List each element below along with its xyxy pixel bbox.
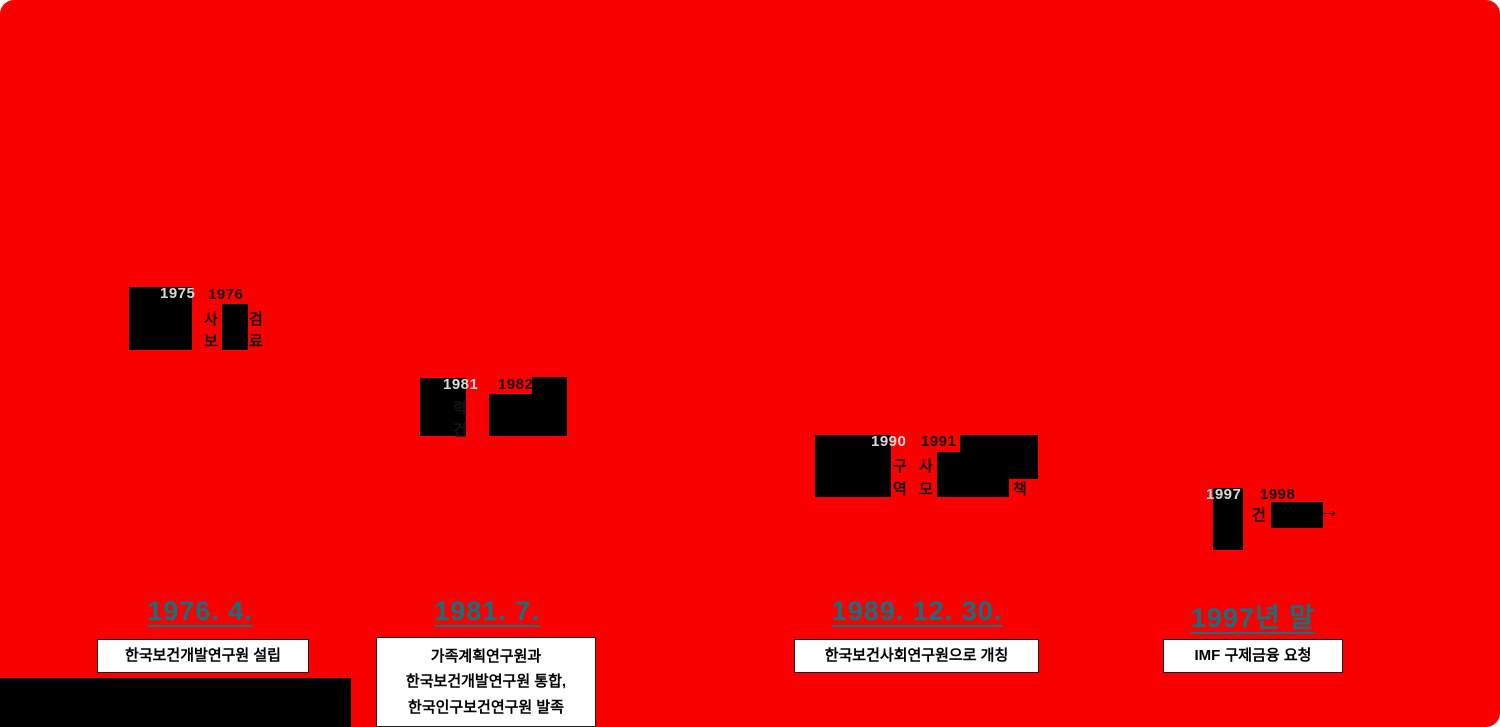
milestone-label-line: IMF 구제금융 요청 (1194, 647, 1312, 665)
right-arrow-icon: → (1318, 497, 1340, 522)
milestone-label-box: 가족계획연구원과 한국보건개발연구원 통합, 한국인구보건연구원 발족 (376, 637, 596, 727)
image-placeholder (420, 378, 466, 436)
image-placeholder (1213, 488, 1243, 550)
caption-fragment: 사 (919, 458, 933, 475)
caption-fragment: 력 (453, 400, 467, 417)
milestone-label-line: 한국보건사회연구원으로 개칭 (824, 647, 1009, 665)
image-placeholder (222, 304, 248, 350)
caption-fragment: 모 (919, 481, 933, 498)
year-label: 1991 (921, 433, 957, 450)
milestone-date: 1989. 12. 30. (831, 596, 1003, 626)
caption-fragment: 책 (1013, 481, 1027, 498)
image-placeholder (1271, 502, 1323, 528)
milestone-date: 1981. 7. (434, 596, 540, 626)
milestone-label-box: 한국보건사회연구원으로 개칭 (794, 639, 1039, 673)
milestone-label-line: 한국보건개발연구원 설립 (125, 647, 281, 665)
year-label: 1975 (160, 285, 196, 302)
caption-fragment: 료 (249, 333, 263, 350)
year-label: 1997 (1206, 486, 1242, 503)
image-placeholder (532, 377, 567, 436)
milestone-date: 1997년 말 (1190, 603, 1316, 633)
milestone-label-box: IMF 구제금융 요청 (1163, 639, 1343, 673)
image-placeholder (937, 452, 1038, 479)
year-label: 1981 (443, 376, 479, 393)
caption-fragment: 사 (204, 311, 218, 328)
caption-fragment: 검 (249, 311, 263, 328)
milestone-label-line: 한국인구보건연구원 발족 (408, 698, 564, 716)
milestone-label-line: 가족계획연구원과 (430, 647, 542, 665)
bottom-left-black-box (0, 678, 351, 727)
image-placeholder (960, 435, 1038, 453)
caption-fragment: 역 (893, 481, 907, 498)
milestone-label-line: 한국보건개발연구원 통합, (405, 673, 567, 691)
milestone-label-box: 한국보건개발연구원 설립 (97, 639, 309, 673)
year-label: 1998 (1260, 486, 1296, 503)
image-placeholder (815, 435, 891, 497)
caption-fragment: 건 (1252, 507, 1266, 524)
year-label: 1982 (498, 376, 534, 393)
image-placeholder (489, 394, 533, 436)
image-placeholder (129, 287, 192, 350)
year-label: 1990 (871, 433, 907, 450)
caption-fragment: 건 (453, 422, 467, 439)
year-label: 1976 (208, 286, 244, 303)
caption-fragment: 보 (204, 333, 218, 350)
image-placeholder (937, 479, 1009, 497)
milestone-date: 1976. 4. (147, 596, 253, 626)
caption-fragment: 구 (893, 458, 907, 475)
